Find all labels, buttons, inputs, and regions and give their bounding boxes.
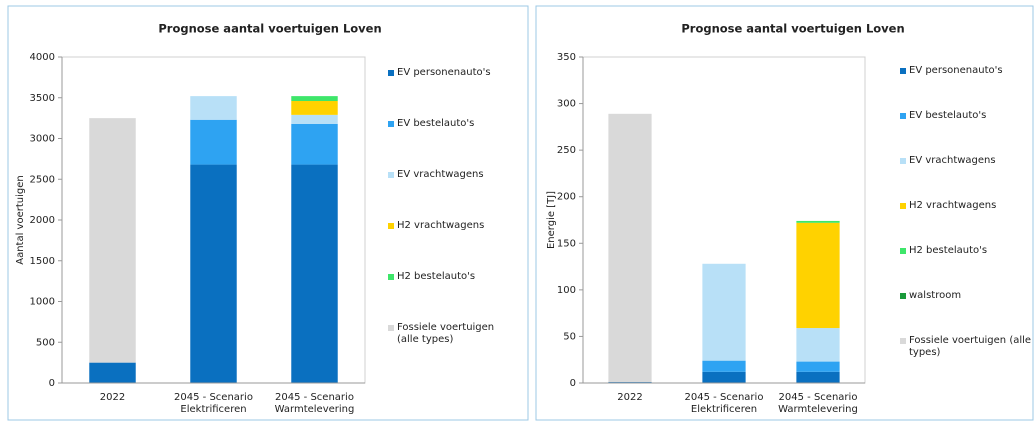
bar-segment bbox=[796, 220, 840, 223]
bar-segment bbox=[291, 96, 338, 102]
x-tick-label: 2045 - Scenario Elektrificeren bbox=[684, 392, 764, 415]
y-tick-label: 3000 bbox=[30, 134, 55, 145]
bar-segment bbox=[291, 114, 338, 124]
legend-swatch bbox=[900, 293, 906, 299]
bar-segment bbox=[796, 328, 840, 362]
bar-segment bbox=[702, 371, 746, 383]
legend-swatch bbox=[388, 121, 394, 127]
bar-segment bbox=[608, 113, 652, 383]
y-tick-label: 300 bbox=[557, 99, 576, 110]
y-tick-label: 150 bbox=[557, 238, 576, 249]
y-tick-label: 2500 bbox=[30, 174, 55, 185]
y-tick-label: 3500 bbox=[30, 93, 55, 104]
y-tick-label: 500 bbox=[36, 337, 55, 348]
y-tick-label: 100 bbox=[557, 285, 576, 296]
bar-segment bbox=[291, 164, 338, 383]
legend-label: H2 bestelauto's bbox=[909, 245, 988, 256]
legend-label: H2 vrachtwagens bbox=[397, 220, 485, 231]
legend-label: EV vrachtwagens bbox=[397, 169, 484, 180]
x-tick-label: 2045 - Scenario Warmtelevering bbox=[274, 392, 355, 415]
legend-label: EV bestelauto's bbox=[397, 118, 475, 129]
y-tick-label: 2000 bbox=[30, 215, 55, 226]
panel bbox=[7, 5, 529, 421]
legend-swatch bbox=[900, 158, 906, 164]
y-tick-label: 250 bbox=[557, 145, 576, 156]
legend-label: Fossiele voertuigen (alle types) bbox=[909, 335, 1032, 358]
x-tick-label: 2045 - Scenario Elektrificeren bbox=[174, 392, 253, 415]
y-tick-label: 200 bbox=[557, 192, 576, 203]
legend-swatch bbox=[388, 274, 394, 280]
legend-swatch bbox=[900, 68, 906, 74]
panel bbox=[535, 5, 1034, 421]
legend-swatch bbox=[900, 338, 906, 344]
y-axis-label: Aantal voertuigen bbox=[15, 175, 26, 265]
y-tick-label: 50 bbox=[563, 331, 576, 342]
x-tick-label: 2022 bbox=[617, 392, 643, 403]
bar-segment bbox=[89, 118, 136, 363]
bar-segment bbox=[291, 101, 338, 115]
legend-swatch bbox=[388, 70, 394, 76]
bar-segment bbox=[291, 123, 338, 165]
legend-label: Fossiele voertuigen (alle types) bbox=[397, 322, 495, 345]
legend-swatch bbox=[900, 203, 906, 209]
bar-segment bbox=[190, 164, 237, 383]
bar-segment bbox=[190, 96, 237, 120]
y-axis-label: Energie [TJ] bbox=[546, 191, 557, 249]
legend-swatch bbox=[388, 223, 394, 229]
bar-segment bbox=[702, 263, 746, 361]
legend-swatch bbox=[900, 113, 906, 119]
y-tick-label: 1500 bbox=[30, 256, 55, 267]
y-tick-label: 350 bbox=[557, 52, 576, 63]
x-tick-label: 2022 bbox=[99, 392, 126, 403]
bar-segment bbox=[796, 222, 840, 329]
bar-segment bbox=[89, 362, 136, 383]
chart-title: Prognose aantal voertuigen Loven bbox=[681, 22, 904, 36]
y-tick-label: 1000 bbox=[30, 297, 55, 308]
legend-label: H2 bestelauto's bbox=[397, 271, 476, 282]
legend-label: H2 vrachtwagens bbox=[909, 200, 997, 211]
bar-segment bbox=[796, 371, 840, 383]
bar-segment bbox=[796, 361, 840, 372]
y-tick-label: 0 bbox=[570, 378, 576, 389]
legend-label: EV personenauto's bbox=[397, 67, 491, 78]
legend-swatch bbox=[388, 172, 394, 178]
legend-label: EV personenauto's bbox=[909, 65, 1003, 76]
legend-label: walstroom bbox=[909, 290, 962, 301]
legend-label: EV bestelauto's bbox=[909, 110, 987, 121]
legend-label: EV vrachtwagens bbox=[909, 155, 996, 166]
y-tick-label: 0 bbox=[49, 378, 55, 389]
bar-segment bbox=[702, 360, 746, 372]
bar-segment bbox=[190, 119, 237, 165]
x-tick-label: 2045 - Scenario Warmtelevering bbox=[778, 392, 858, 415]
legend-swatch bbox=[388, 325, 394, 331]
y-tick-label: 4000 bbox=[30, 52, 55, 63]
legend-swatch bbox=[900, 248, 906, 254]
chart-title: Prognose aantal voertuigen Loven bbox=[158, 22, 381, 36]
